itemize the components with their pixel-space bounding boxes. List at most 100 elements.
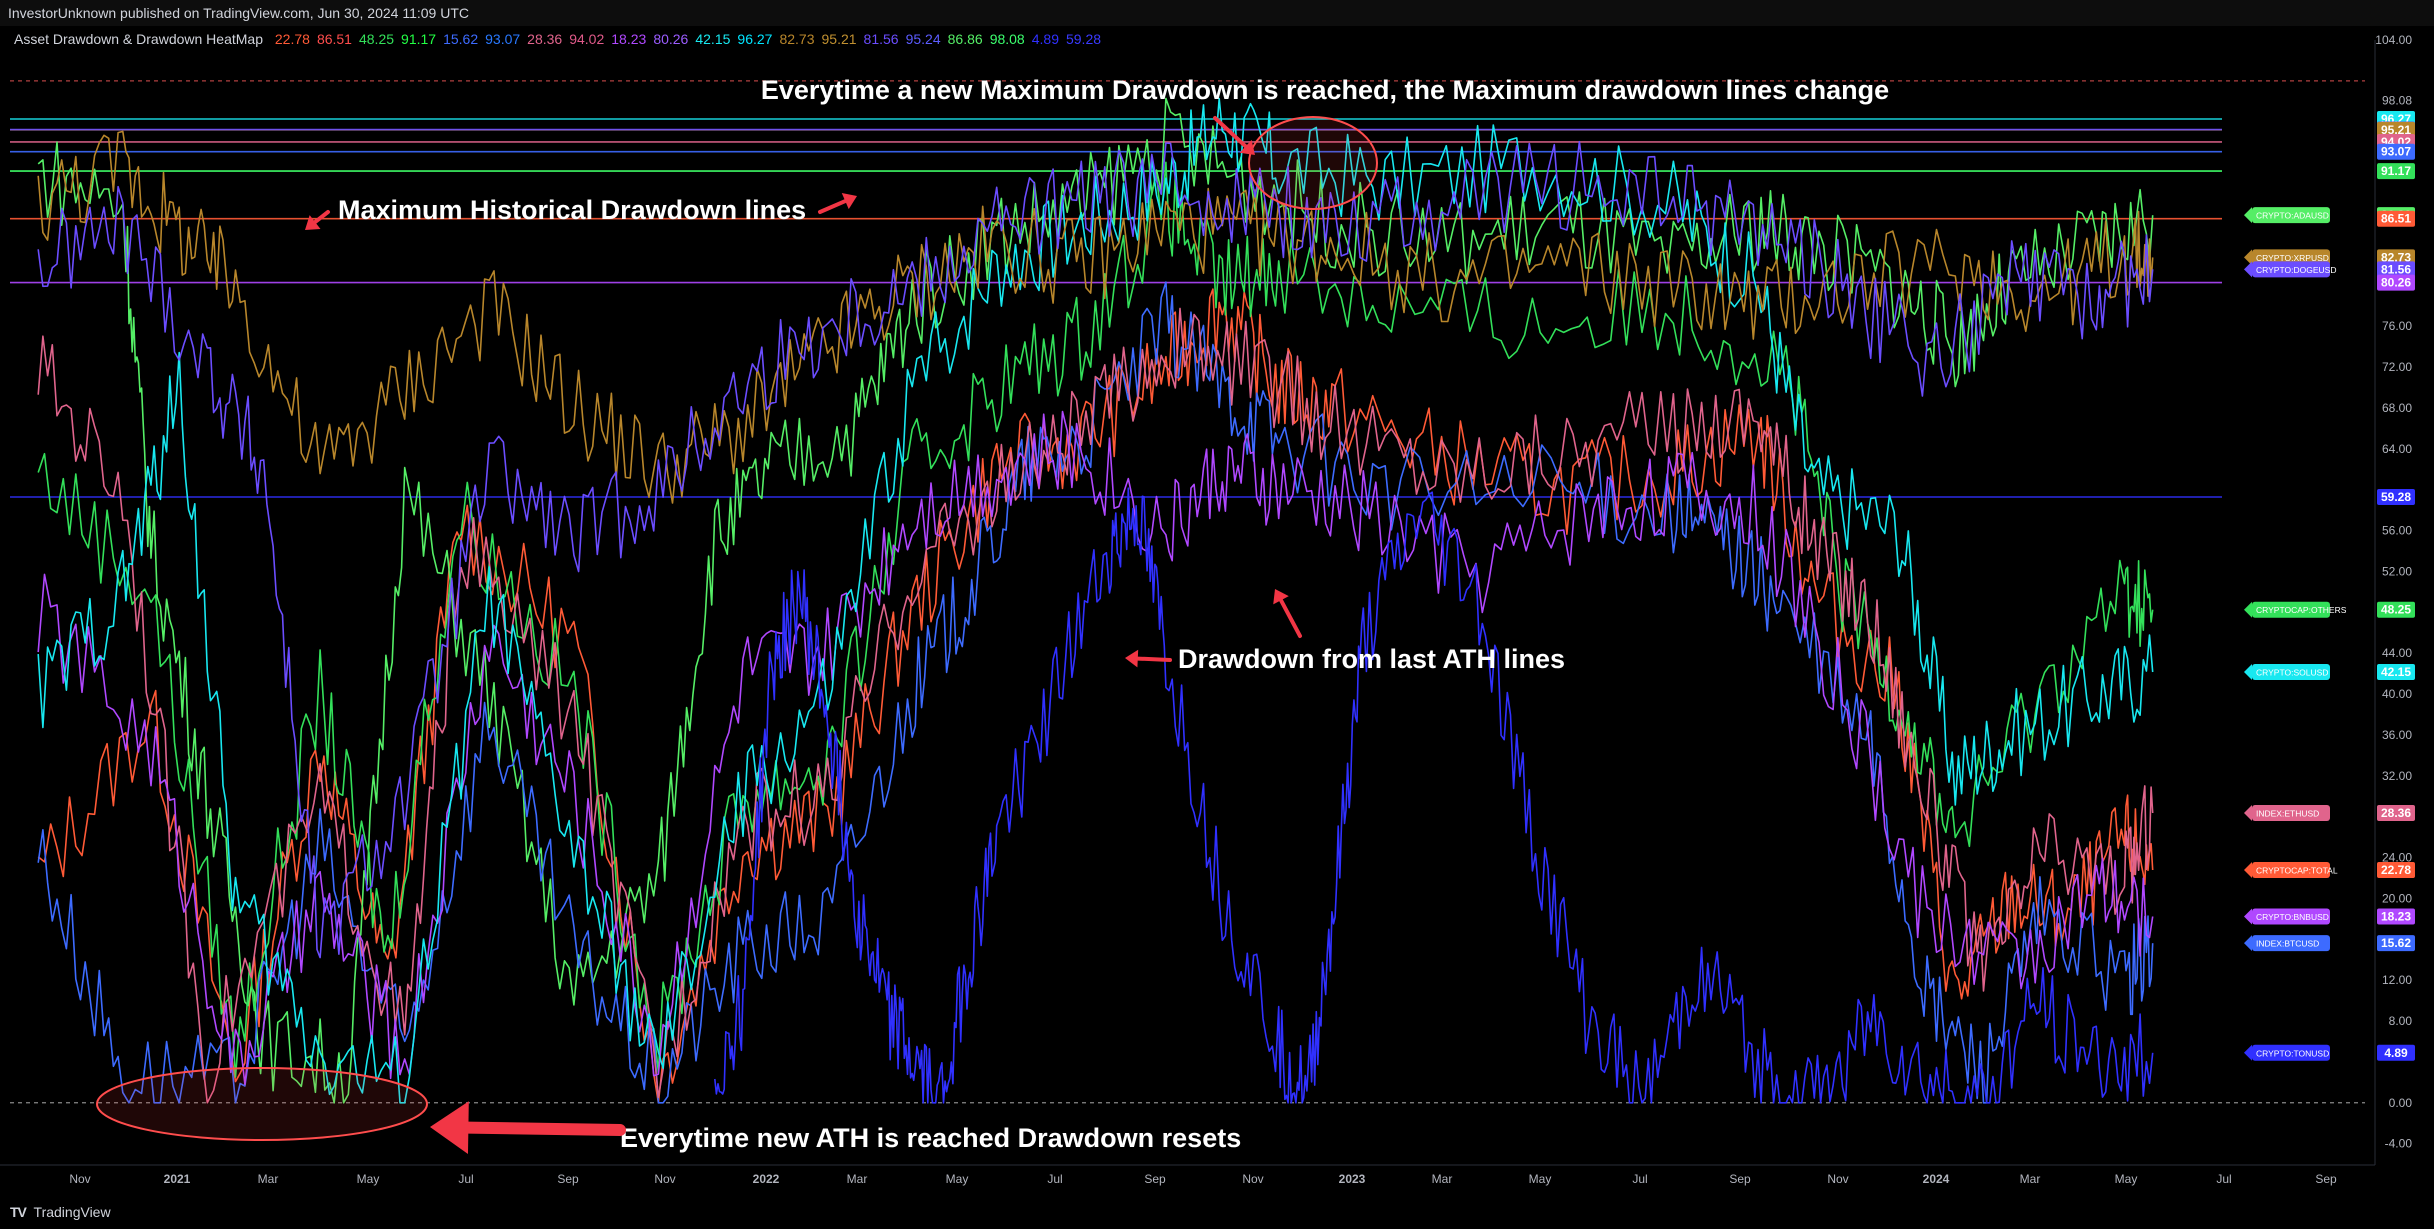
price-label-bg [2377, 163, 2415, 180]
indicator-value: 4.89 [1031, 31, 1059, 47]
x-tick-label: May [946, 1172, 969, 1186]
publisher-text: InvestorUnknown published on TradingView… [8, 5, 469, 21]
y-tick-label: 76.00 [2382, 319, 2412, 333]
price-label: 15.62 [2381, 936, 2411, 950]
indicator-value: 28.36 [527, 31, 563, 47]
indicator-value: 86.86 [947, 31, 983, 47]
indicator-value: 80.26 [653, 31, 689, 47]
series-tag-bg [2252, 935, 2330, 952]
y-tick-label: 64.00 [2382, 442, 2412, 456]
series-line [37, 97, 2154, 1104]
series-tag-arrow [2244, 861, 2252, 878]
x-tick-label: Nov [654, 1172, 675, 1186]
x-tick-label: Jul [2216, 1172, 2231, 1186]
indicator-value: 48.25 [358, 31, 395, 47]
indicator-value: 82.73 [779, 31, 815, 47]
series-tag-bg [2252, 1044, 2330, 1061]
series-tag-label: INDEX:ETHUSD [2256, 808, 2319, 818]
arrow-reset-head [430, 1101, 469, 1155]
series-line [37, 140, 2154, 959]
indicator-value: 91.17 [401, 31, 437, 47]
price-label: 42.15 [2381, 665, 2411, 679]
x-tick-label: Jul [1047, 1172, 1062, 1186]
y-tick-label: 36.00 [2382, 728, 2412, 742]
indicator-values: 22.78 86.51 48.25 91.17 15.62 93.07 28.36 94.02… [275, 31, 1108, 47]
series-line [37, 97, 2154, 1104]
indicator-legend[interactable]: Asset Drawdown & Drawdown HeatMap 22.78 8… [14, 30, 1108, 48]
indicator-value: 18.23 [611, 31, 647, 47]
price-label: 18.23 [2381, 909, 2411, 923]
series-tag-arrow [2244, 249, 2252, 266]
price-label: 93.07 [2381, 145, 2411, 159]
price-label: 95.21 [2381, 123, 2411, 137]
indicator-value: 42.15 [695, 31, 731, 47]
indicator-value: 22.78 [274, 31, 310, 47]
series-tag-label: INDEX:BTCUSD [2256, 939, 2319, 949]
arrow-right-maxdd-head [841, 193, 857, 210]
x-tick-label: Nov [1242, 1172, 1263, 1186]
indicator-value: 98.08 [989, 31, 1025, 47]
indicator-value: 81.56 [863, 31, 899, 47]
price-label-bg [2377, 274, 2415, 291]
publisher-bar: InvestorUnknown published on TradingView… [0, 0, 2434, 26]
annotation-max-dd-lines: Maximum Historical Drawdown lines [338, 195, 806, 225]
x-tick-label: Sep [1729, 1172, 1751, 1186]
arrow-ath-left-head [1125, 649, 1139, 668]
price-label: 22.78 [2381, 863, 2411, 877]
price-label-bg [2377, 861, 2415, 878]
indicator-value: 86.51 [316, 31, 352, 47]
price-label-bg [2377, 121, 2415, 138]
arrow-left-maxdd-shaft [313, 210, 330, 225]
series-tag-arrow [2244, 1044, 2252, 1061]
series-tag-bg [2252, 207, 2330, 224]
price-label: 28.36 [2381, 806, 2411, 820]
indicator-value: 96.27 [737, 31, 773, 47]
series-tag-arrow [2244, 261, 2252, 278]
tradingview-logo-icon: TV [10, 1204, 27, 1220]
highlight-ellipse-top [1248, 116, 1378, 210]
y-tick-label: 24.00 [2382, 851, 2412, 865]
series-tag-label: CRYPTO:XRPUSD [2256, 253, 2329, 263]
x-tick-label: Mar [847, 1172, 868, 1186]
price-label: 4.89 [2384, 1046, 2408, 1060]
y-tick-label: 72.00 [2382, 360, 2412, 374]
y-tick-label: 0.00 [2389, 1096, 2413, 1110]
y-tick-label: 12.00 [2382, 973, 2412, 987]
y-tick-label: 104.00 [2375, 33, 2412, 47]
series-tag-label: CRYPTO:TONUSD [2256, 1048, 2329, 1058]
price-label: 80.26 [2381, 276, 2411, 290]
x-tick-label: Mar [1432, 1172, 1453, 1186]
price-label-bg [2377, 664, 2415, 681]
x-tick-label: Nov [69, 1172, 90, 1186]
series-line [37, 281, 2154, 1104]
brand-label: TradingView [33, 1204, 111, 1220]
series-line [714, 487, 2154, 1104]
x-tick-label: Sep [1144, 1172, 1166, 1186]
arrow-top-shaft [1213, 116, 1248, 149]
price-label: 59.28 [2381, 490, 2411, 504]
x-tick-label: Mar [258, 1172, 279, 1186]
price-label-bg [2377, 804, 2415, 821]
y-tick-label: 68.00 [2382, 401, 2412, 415]
price-label-bg [2377, 601, 2415, 618]
x-tick-label: Jul [458, 1172, 473, 1186]
indicator-name[interactable]: Asset Drawdown & Drawdown HeatMap [14, 31, 263, 47]
indicator-value: 93.07 [485, 31, 521, 47]
x-tick-label: May [2115, 1172, 2138, 1186]
series-tag-bg [2252, 908, 2330, 925]
arrow-reset-shaft [462, 1121, 626, 1136]
series-tag-arrow [2244, 601, 2252, 618]
price-label: 81.56 [2381, 262, 2411, 276]
series-line [37, 307, 2154, 1104]
indicator-value: 15.62 [443, 31, 479, 47]
annotation-ath-lines: Drawdown from last ATH lines [1178, 644, 1565, 674]
arrow-ath-up-head [1273, 589, 1289, 605]
arrow-ath-up-shaft [1279, 598, 1302, 638]
series-tag-label: CRYPTO:BNBUSD [2256, 912, 2329, 922]
tradingview-footer[interactable]: TV TradingView [10, 1201, 111, 1223]
price-label: 48.25 [2381, 603, 2411, 617]
x-tick-label: Sep [2315, 1172, 2337, 1186]
y-tick-label: 40.00 [2382, 687, 2412, 701]
series-tag-arrow [2244, 804, 2252, 821]
